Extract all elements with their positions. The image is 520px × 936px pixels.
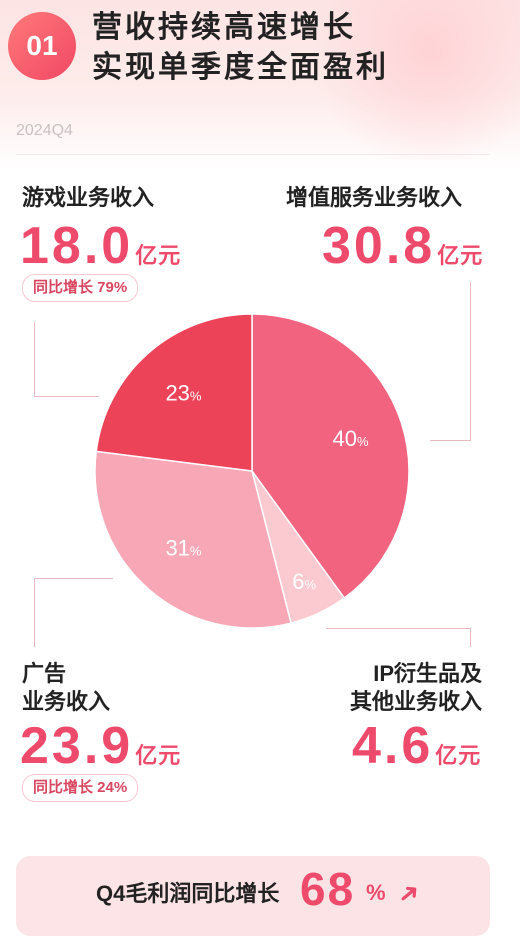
footer-unit: % bbox=[366, 880, 386, 905]
pie-slice bbox=[95, 313, 253, 472]
ads-revenue-unit: 亿元 bbox=[135, 743, 182, 768]
title-line-2: 实现单季度全面盈利 bbox=[92, 51, 389, 84]
ads-label-line-2: 业务收入 bbox=[22, 689, 111, 714]
ip-connector-line bbox=[326, 628, 471, 647]
ads-connector-line bbox=[34, 578, 113, 647]
game-revenue-unit: 亿元 bbox=[135, 243, 182, 268]
vas-connector-line bbox=[430, 282, 471, 441]
pie-slice bbox=[94, 450, 292, 629]
vas-revenue-unit: 亿元 bbox=[437, 243, 484, 268]
game-connector-line bbox=[34, 322, 99, 397]
page-title: 营收持续高速增长 实现单季度全面盈利 bbox=[92, 8, 389, 88]
vas-revenue-label: 增值服务业务收入 bbox=[286, 185, 463, 210]
pie-slice-label: 23% bbox=[165, 380, 201, 405]
footer-card bbox=[16, 856, 490, 936]
vas-revenue-number: 30.8 bbox=[322, 217, 436, 275]
ads-revenue-value: 23.9亿元 bbox=[20, 718, 181, 784]
pie-slice-label: 31% bbox=[165, 536, 201, 561]
period-label: 2024Q4 bbox=[16, 122, 73, 139]
ads-revenue-number: 23.9 bbox=[20, 717, 134, 775]
footer-text: Q4毛利润同比增长 bbox=[96, 881, 280, 906]
pie-slice-label: 6% bbox=[292, 569, 316, 594]
ip-label-line-2: 其他业务收入 bbox=[349, 689, 482, 714]
ip-revenue-label: IP衍生品及 其他业务收入 bbox=[336, 660, 482, 716]
divider bbox=[16, 154, 490, 155]
title-line-1: 营收持续高速增长 bbox=[92, 11, 356, 44]
header-background bbox=[0, 0, 520, 170]
section-number-badge: 01 bbox=[8, 12, 76, 80]
ads-growth-badge: 同比增长 24% bbox=[22, 774, 139, 802]
footer-value: 68 bbox=[300, 863, 356, 915]
game-revenue-number: 18.0 bbox=[20, 217, 134, 275]
ip-label-line-1: IP衍生品及 bbox=[373, 661, 482, 686]
pie-slice bbox=[251, 313, 410, 600]
ads-revenue-label: 广告 业务收入 bbox=[22, 660, 110, 716]
ip-revenue-value: 4.6亿元 bbox=[352, 718, 481, 784]
ip-revenue-number: 4.6 bbox=[352, 717, 434, 775]
game-growth-badge: 同比增长 79% bbox=[22, 274, 139, 302]
game-revenue-label: 游戏业务收入 bbox=[22, 185, 155, 210]
vas-revenue-value: 30.8亿元 bbox=[322, 218, 483, 284]
ads-label-line-1: 广告 bbox=[22, 661, 67, 686]
game-revenue-value: 18.0亿元 bbox=[20, 218, 181, 284]
ip-revenue-unit: 亿元 bbox=[435, 743, 482, 768]
pie-slice-label: 40% bbox=[333, 426, 369, 451]
